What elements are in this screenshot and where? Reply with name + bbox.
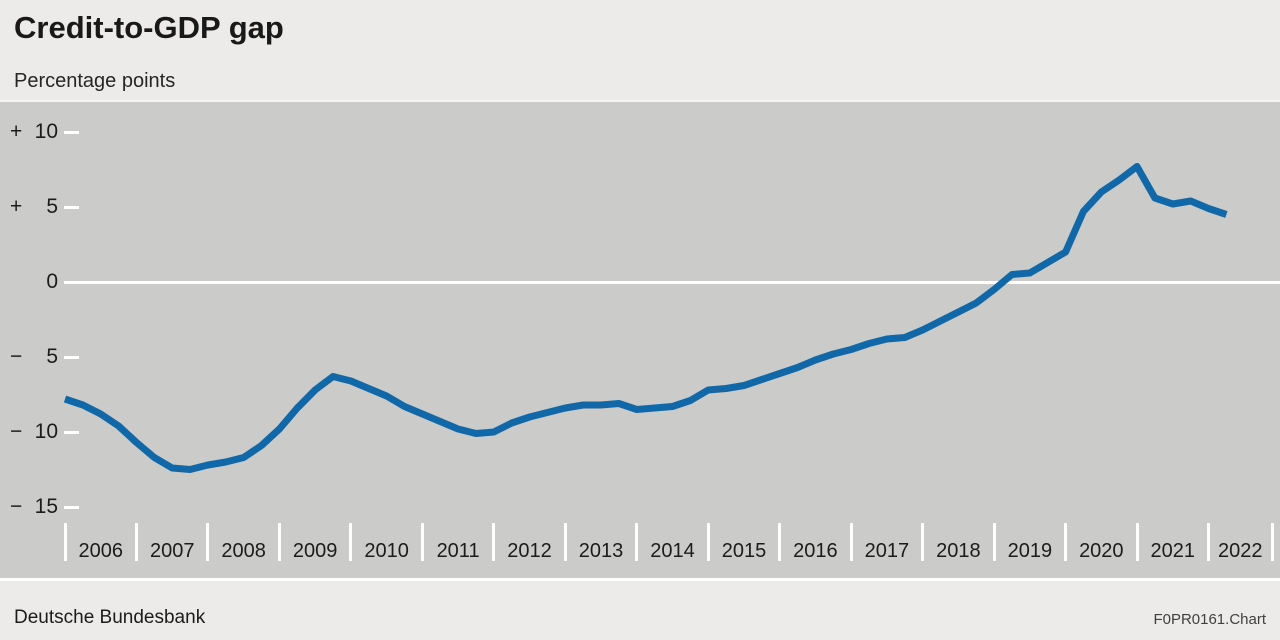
x-axis-year-label: 2020 xyxy=(1079,540,1124,562)
x-axis-year-label: 2008 xyxy=(221,540,266,562)
x-axis-tick xyxy=(706,523,710,561)
x-axis-tick xyxy=(349,523,353,561)
y-axis-label-value: 5 xyxy=(46,345,58,368)
y-axis-tick xyxy=(64,355,79,359)
x-axis-tick xyxy=(778,523,782,561)
x-axis-year-label: 2019 xyxy=(1007,540,1053,562)
chart-id-label: F0PR0161.Chart xyxy=(1153,611,1266,628)
credit-to-gdp-gap-line xyxy=(63,163,1228,473)
x-axis-tick xyxy=(1064,523,1068,561)
x-axis-year-label: 2016 xyxy=(793,540,838,562)
x-axis-tick xyxy=(1135,523,1139,561)
plot-area: +10 +5 0−5−10−15 2006 2007 2008 2009 2010 2011 20… xyxy=(0,100,1280,580)
x-axis-tick xyxy=(492,523,496,561)
x-axis-tick xyxy=(921,523,925,561)
x-axis-tick xyxy=(1270,523,1274,561)
x-axis-tick xyxy=(1207,523,1211,561)
source-label: Deutsche Bundesbank xyxy=(14,607,206,628)
x-axis-tick xyxy=(849,523,853,561)
page-title: Credit-to-GDP gap xyxy=(14,10,284,45)
x-axis-year-label: 2007 xyxy=(149,540,195,562)
y-axis-label: 0 xyxy=(10,270,58,294)
x-axis-tick xyxy=(63,523,67,561)
y-axis-label-sign: − xyxy=(10,420,23,443)
x-axis-year-label: 2022 xyxy=(1218,540,1263,562)
y-axis-tick xyxy=(64,130,79,134)
y-axis-tick xyxy=(64,205,79,209)
y-axis-tick xyxy=(64,505,79,509)
x-axis-year-label: 2011 xyxy=(436,540,480,562)
y-axis-label: −15 xyxy=(10,495,58,519)
x-axis-year-label: 2010 xyxy=(364,540,409,562)
axis-unit-label: Percentage points xyxy=(14,70,176,92)
x-axis-year-label: 2017 xyxy=(864,540,910,562)
chart-header: Credit-to-GDP gap Percentage points xyxy=(0,0,1280,100)
zero-gridline xyxy=(64,280,1280,284)
y-axis-label-value: 10 xyxy=(34,120,58,143)
x-axis-year-label: 2015 xyxy=(721,540,767,562)
x-axis-year-label: 2009 xyxy=(292,540,338,562)
x-axis-tick xyxy=(277,523,281,561)
x-axis-year-label: 2018 xyxy=(936,540,981,562)
chart-footer: Deutsche Bundesbank F0PR0161.Chart xyxy=(0,578,1280,640)
y-axis-label: −10 xyxy=(10,420,58,444)
y-axis-label-value: 15 xyxy=(34,495,58,518)
y-axis-tick xyxy=(64,430,79,434)
x-axis-tick xyxy=(635,523,639,561)
x-axis-year-label: 2021 xyxy=(1150,540,1196,562)
x-axis-tick xyxy=(134,523,138,561)
x-axis-tick xyxy=(420,523,424,561)
y-axis-label-sign: − xyxy=(10,495,23,518)
y-axis-label-value: 10 xyxy=(34,420,58,443)
x-axis-tick xyxy=(206,523,210,561)
x-axis-tick xyxy=(563,523,567,561)
x-axis-year-label: 2014 xyxy=(650,540,695,562)
y-axis-label: +5 xyxy=(10,195,58,219)
y-axis-label: −5 xyxy=(10,345,58,369)
y-axis-label: +10 xyxy=(10,120,58,144)
y-axis-label-value: 5 xyxy=(46,195,58,218)
x-axis-year-label: 2012 xyxy=(507,540,552,562)
y-axis-label-sign: + xyxy=(10,195,23,218)
credit-to-gdp-gap-line-canvas xyxy=(63,163,1228,473)
x-axis-tick xyxy=(992,523,996,561)
x-axis-year-label: 2013 xyxy=(578,540,624,562)
x-axis-year-label: 2006 xyxy=(78,540,123,562)
y-axis-label-sign: + xyxy=(10,120,23,143)
y-axis-label-value: 0 xyxy=(46,270,58,293)
y-axis-label-sign: − xyxy=(10,345,23,368)
